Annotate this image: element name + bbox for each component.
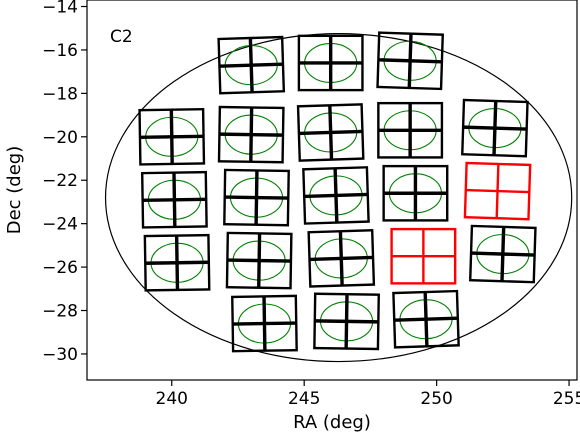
panel-label: C2 [110, 27, 133, 47]
boundary-ellipse [104, 33, 573, 363]
chip-divider-vertical [174, 235, 180, 290]
y-tick-label: −20 [42, 128, 78, 148]
axes-frame [86, 0, 578, 381]
ccd-chip [307, 229, 376, 288]
y-axis-label: Dec (deg) [4, 146, 25, 235]
chip-divider-vertical [248, 37, 254, 93]
ccd-chip [297, 34, 364, 92]
ccd-chip [296, 103, 365, 162]
chip-divider-vertical [338, 231, 344, 286]
chip-divider-vertical [328, 105, 334, 160]
y-tick-label: −28 [42, 302, 78, 322]
chip-divider-vertical [169, 109, 174, 164]
x-tick-label: 250 [420, 389, 452, 409]
y-tick-label: −22 [42, 171, 78, 191]
y-tick-label: −16 [42, 41, 78, 61]
ccd-chip [302, 166, 370, 225]
x-tick-label: 245 [288, 389, 320, 409]
chip-divider-vertical [262, 296, 267, 351]
ccd-chip [461, 98, 529, 158]
x-axis: 240 245 250 255 [156, 380, 580, 409]
chip-divider-vertical [254, 170, 259, 225]
x-axis-label: RA (deg) [293, 412, 371, 433]
ccd-chip [217, 35, 286, 95]
chip-divider-vertical [492, 100, 498, 156]
ccd-chip [390, 227, 457, 285]
x-tick-label: 240 [156, 389, 188, 409]
ccd-chip [217, 105, 285, 164]
ccd-chip [223, 168, 290, 227]
ccd-chip [143, 233, 211, 292]
chip-divider-vertical [423, 292, 429, 347]
chip-divider-vertical [249, 107, 254, 162]
y-tick-label: −18 [42, 84, 78, 104]
ccd-chip [231, 294, 298, 353]
y-tick-label: −14 [42, 0, 78, 18]
y-tick-label: −24 [42, 215, 78, 235]
y-tick-label: −30 [42, 345, 78, 365]
chip-divider-vertical [172, 172, 177, 227]
ccd-chip [463, 161, 532, 221]
chip-divider-vertical [500, 226, 506, 282]
chip-divider-vertical [344, 294, 349, 349]
chip-divider-vertical [257, 233, 262, 288]
chip-divider-vertical [333, 168, 339, 223]
y-axis: −14 −16 −18 −20 −22 −24 −26 −28 −30 [42, 0, 87, 365]
ccd-chip [468, 224, 537, 284]
ccd-chip [382, 164, 449, 222]
ccd-chip [392, 289, 460, 349]
ccd-chip [377, 101, 444, 159]
ccd-chip [376, 31, 444, 91]
ccd-chip [138, 107, 206, 166]
plot-area [104, 31, 573, 363]
x-tick-label: 255 [553, 389, 580, 409]
ccd-chip [140, 170, 208, 229]
y-tick-label: −26 [42, 258, 78, 278]
ccd-chip [225, 231, 293, 290]
chip-divider-vertical [495, 163, 500, 219]
chip-divider-vertical [407, 33, 413, 88]
ccd-chip [313, 292, 380, 351]
